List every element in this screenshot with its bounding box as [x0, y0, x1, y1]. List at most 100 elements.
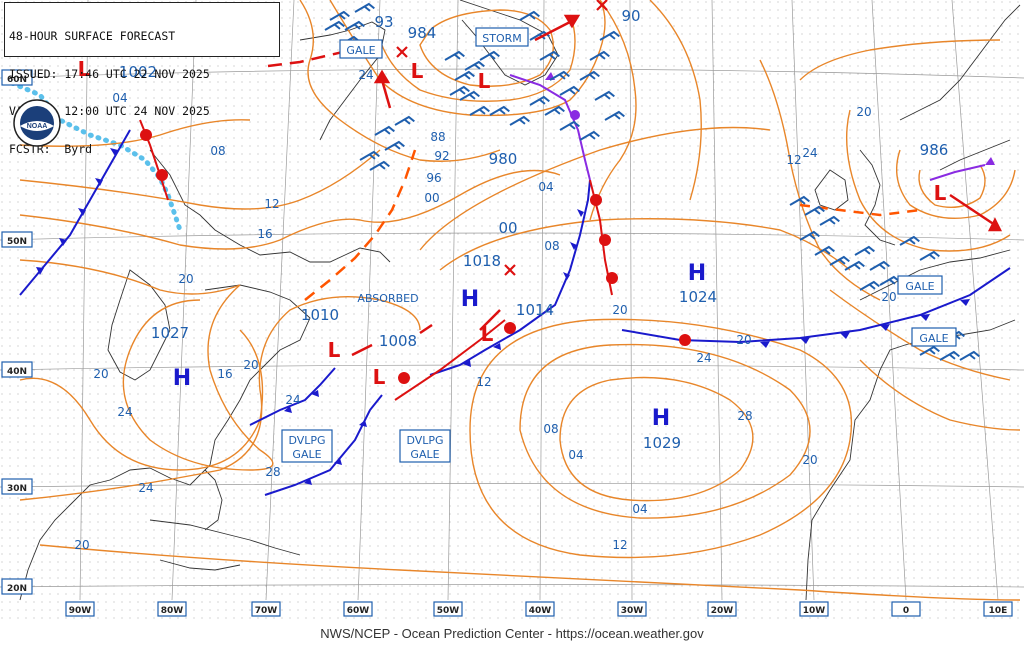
wind-barb-icon: [529, 95, 550, 106]
isobar-value-label: 00: [424, 191, 439, 205]
lat-label: 20N: [7, 584, 27, 594]
lon-label-box: [157, 601, 187, 617]
low-pressure-letter: L: [478, 69, 491, 93]
developing-gale-warning-label: DVLPG: [406, 434, 443, 447]
wind-barb-icon: [589, 50, 610, 61]
low-pressure-letter: L: [373, 365, 386, 389]
wind-barb-icon: [559, 120, 580, 131]
noaa-logo-icon: NOAA: [13, 99, 61, 147]
cold-front-4: [429, 179, 591, 376]
header-issued: ISSUED: 17:46 UTC 22 NOV 2025: [9, 66, 210, 81]
pressure-label: 980: [489, 150, 518, 168]
pressure-label: 1018: [463, 252, 501, 270]
lat-label-box: [1, 578, 33, 595]
cold-front-2: [249, 367, 336, 426]
lat-label-box: [1, 69, 33, 86]
dot-grid: [0, 0, 1024, 620]
wind-barb-icon: [604, 110, 625, 121]
low-pressure-letter: L: [328, 338, 341, 362]
lon-label-box: [983, 601, 1013, 617]
wind-barb-icon: [489, 105, 510, 116]
pressure-label: 1029: [643, 434, 681, 452]
isobar-value-label: 16: [217, 367, 232, 381]
cold-front-3: [264, 394, 383, 496]
lat-label-box: [1, 478, 33, 495]
pressure-label: 1008: [379, 332, 417, 350]
wind-barb-icon: [829, 255, 850, 266]
lon-label-box: [343, 601, 373, 617]
header-title: 48-HOUR SURFACE FORECAST: [9, 29, 176, 43]
lon-label: 0: [903, 606, 909, 616]
footer-credit: NWS/NCEP - Ocean Prediction Center - htt…: [320, 626, 704, 641]
storm-warning-label: STORM: [482, 32, 522, 45]
isobar-value-label: 28: [265, 465, 280, 479]
isobar-value-label: 20: [612, 303, 627, 317]
wind-barb-icon: [919, 250, 940, 261]
forecast-header: 48-HOUR SURFACE FORECAST ISSUED: 17:46 U…: [4, 2, 280, 155]
lon-label: 40W: [529, 606, 552, 616]
isobar-value-label: 12: [264, 197, 279, 211]
low-pressure-letter: L: [481, 322, 494, 346]
isobar-value-label: 28: [737, 409, 752, 423]
wind-barb-icon: [354, 2, 375, 13]
wind-barb-icon: [374, 125, 395, 136]
high-pressure-letter: H: [461, 287, 479, 312]
lat-label: 60N: [7, 75, 27, 85]
pressure-label: 1014: [516, 301, 554, 319]
isobar-value-label: 24: [696, 351, 711, 365]
isobar-value-label: 08: [544, 239, 559, 253]
gale-warning-box: [897, 275, 943, 295]
pressure-label: 1024: [679, 288, 717, 306]
pressure-label: 984: [408, 24, 437, 42]
isobar-value-label: 04: [112, 91, 127, 105]
developing-gale-warning-label: DVLPG: [288, 434, 325, 447]
isobar-value-label: 20: [736, 333, 751, 347]
isobar-value-label: 20: [178, 272, 193, 286]
wind-barb-icon: [819, 215, 840, 226]
gale-warning-label: GALE: [919, 332, 948, 345]
wind-barb-icon: [814, 245, 835, 256]
absorbed-label: ABSORBED: [357, 292, 418, 305]
pressure-label: 90: [621, 7, 640, 25]
wind-barb-icon: [464, 60, 485, 71]
wind-barb-icon: [859, 280, 880, 291]
wind-barb-icon: [549, 70, 570, 81]
wind-barb-icon: [594, 90, 615, 101]
graticule: [0, 0, 1024, 601]
wind-barb-icon: [509, 115, 530, 126]
lon-label: 30W: [621, 606, 644, 616]
isobar-value-label: 24: [138, 481, 153, 495]
lon-label-box: [799, 601, 829, 617]
wind-barb-icon: [579, 70, 600, 81]
lon-label-box: [251, 601, 281, 617]
isobar-value-label: 20: [802, 453, 817, 467]
lat-label-box: [1, 361, 33, 378]
wind-barb-icon: [519, 10, 540, 21]
wind-barb-icon: [599, 30, 620, 41]
isobar-value-label: 12: [612, 538, 627, 552]
front-symbols: [36, 72, 995, 485]
wind-barb-icon: [559, 85, 580, 96]
wind-barb-icon: [459, 90, 480, 101]
lon-label-box: [433, 601, 463, 617]
gale-warning-box: [911, 327, 957, 347]
lon-label: 80W: [161, 606, 184, 616]
lon-label-box: [707, 601, 737, 617]
motion-arrows: [351, 14, 1003, 357]
isobar-value-label: 08: [543, 422, 558, 436]
isobar-value-label: 04: [538, 180, 553, 194]
lon-label: 50W: [437, 606, 460, 616]
weather-map: 60N 50N 40N 30N 20N 90W 80W 70W 60W 50W 40W 30W 20W 1…: [0, 0, 1024, 620]
wind-barb-icon: [469, 105, 490, 116]
svg-text:NOAA: NOAA: [27, 123, 48, 130]
lat-label-box: [1, 231, 33, 248]
lon-label: 20W: [711, 606, 734, 616]
pressure-label: 00: [498, 219, 517, 237]
developing-gale-warning-box: [281, 429, 333, 463]
isobar-value-label: 88: [430, 130, 445, 144]
wind-barb-icon: [899, 235, 920, 246]
wind-barb-icon: [369, 160, 390, 171]
pressure-label: 1010: [301, 306, 339, 324]
isobar-value-label: 20: [243, 358, 258, 372]
wind-barb-icon: [869, 260, 890, 271]
